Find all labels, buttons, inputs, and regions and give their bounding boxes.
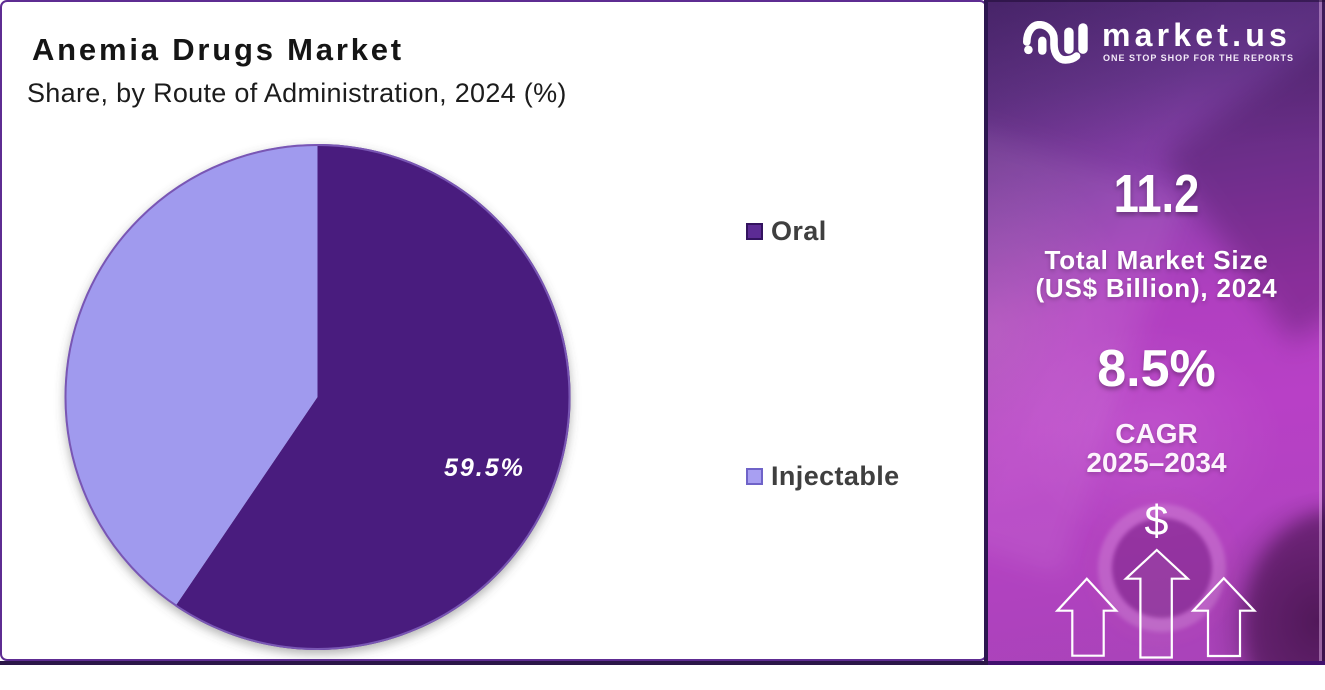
svg-text:59.5%: 59.5% xyxy=(444,454,525,482)
